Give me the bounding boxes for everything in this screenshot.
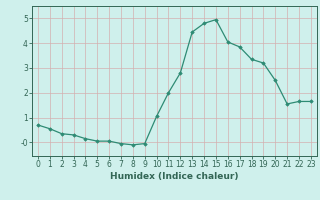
X-axis label: Humidex (Indice chaleur): Humidex (Indice chaleur)	[110, 172, 239, 181]
